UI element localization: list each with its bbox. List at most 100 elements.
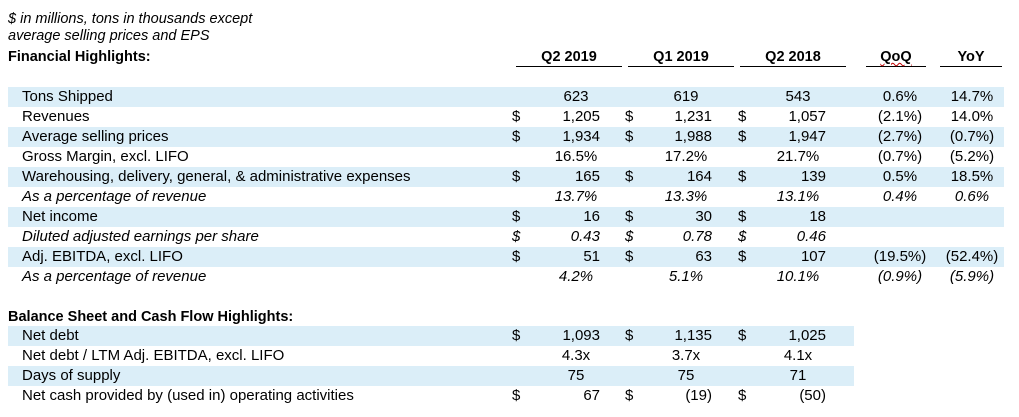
value-cell: 1,231 xyxy=(674,108,712,125)
financial-row: Warehousing, delivery, general, & admini… xyxy=(8,167,1004,187)
value-cell: 1,988 xyxy=(674,128,712,145)
value-cell: 139 xyxy=(800,168,826,185)
currency-symbol: $ xyxy=(512,327,521,344)
value-cell: 3.7x xyxy=(671,347,701,364)
financial-highlights-title: Financial Highlights: xyxy=(8,49,151,65)
qoq-cell: 0.4% xyxy=(882,188,918,205)
financial-row: Net income $16 $30 $18 xyxy=(8,207,1004,227)
row-label: Net income xyxy=(22,208,98,225)
value-cell: 71 xyxy=(789,367,807,384)
currency-symbol: $ xyxy=(512,108,521,125)
value-cell: 13.7% xyxy=(554,188,598,205)
row-label: Gross Margin, excl. LIFO xyxy=(22,148,189,165)
value-cell: 0.78 xyxy=(682,228,712,245)
row-label: Diluted adjusted earnings per share xyxy=(22,228,259,245)
row-label: Days of supply xyxy=(22,367,121,384)
balance-row: Net debt $1,093 $1,135 $1,025 xyxy=(8,326,854,346)
currency-symbol: $ xyxy=(625,208,634,225)
units-note-line2: average selling prices and EPS xyxy=(8,28,210,44)
balance-row: Net debt / LTM Adj. EBITDA, excl. LIFO 4.… xyxy=(8,346,854,366)
yoy-cell: 0.6% xyxy=(954,188,990,205)
currency-symbol: $ xyxy=(512,128,521,145)
financial-row: Adj. EBITDA, excl. LIFO $51 $63 $107 (19.5%)… xyxy=(8,247,1004,267)
value-cell: 16 xyxy=(583,208,600,225)
header-yoy: YoY xyxy=(940,48,1002,67)
value-cell: 623 xyxy=(563,88,589,105)
units-note-line1: $ in millions, tons in thousands except xyxy=(8,11,253,27)
financial-row: Average selling prices $1,934 $1,988 $1,947… xyxy=(8,127,1004,147)
yoy-cell: (5.2%) xyxy=(949,148,995,165)
value-cell: 1,093 xyxy=(562,327,600,344)
value-cell: 30 xyxy=(695,208,712,225)
value-cell: 63 xyxy=(695,248,712,265)
financial-row: Revenues $1,205 $1,231 $1,057 (2.1%) 14.0% xyxy=(8,107,1004,127)
qoq-cell: (2.7%) xyxy=(877,128,923,145)
currency-symbol: $ xyxy=(738,387,747,404)
currency-symbol: $ xyxy=(512,168,521,185)
yoy-cell: 14.0% xyxy=(950,108,994,125)
currency-symbol: $ xyxy=(625,168,634,185)
row-label: As a percentage of revenue xyxy=(22,268,207,285)
yoy-cell: (52.4%) xyxy=(945,248,999,265)
value-cell: 164 xyxy=(686,168,712,185)
row-label: Adj. EBITDA, excl. LIFO xyxy=(22,248,183,265)
yoy-cell: 14.7% xyxy=(950,88,994,105)
value-cell: 107 xyxy=(800,248,826,265)
balance-sheet-title: Balance Sheet and Cash Flow Highlights: xyxy=(8,309,294,325)
yoy-cell: (0.7%) xyxy=(949,128,995,145)
currency-symbol: $ xyxy=(625,128,634,145)
currency-symbol: $ xyxy=(738,128,747,145)
value-cell: 13.1% xyxy=(776,188,820,205)
currency-symbol: $ xyxy=(625,248,634,265)
value-cell: 1,025 xyxy=(788,327,826,344)
value-cell: 619 xyxy=(673,88,699,105)
currency-symbol: $ xyxy=(625,228,634,245)
value-cell: (19) xyxy=(685,387,712,404)
qoq-cell: 0.6% xyxy=(882,88,918,105)
value-cell: 67 xyxy=(583,387,600,404)
value-cell: 10.1% xyxy=(776,268,820,285)
value-cell: 13.3% xyxy=(664,188,708,205)
currency-symbol: $ xyxy=(738,327,747,344)
currency-symbol: $ xyxy=(738,228,747,245)
qoq-cell: 0.5% xyxy=(882,168,918,185)
value-cell: 51 xyxy=(583,248,600,265)
currency-symbol: $ xyxy=(512,228,521,245)
value-cell: 21.7% xyxy=(776,148,820,165)
value-cell: 17.2% xyxy=(664,148,708,165)
yoy-cell: (5.9%) xyxy=(949,268,995,285)
currency-symbol: $ xyxy=(738,248,747,265)
header-qoq-text: QoQ xyxy=(880,49,912,65)
qoq-cell: (19.5%) xyxy=(873,248,927,265)
value-cell: (50) xyxy=(799,387,826,404)
row-label: Average selling prices xyxy=(22,128,169,145)
row-label: Net cash provided by (used in) operating… xyxy=(22,387,354,404)
qoq-cell: (2.1%) xyxy=(877,108,923,125)
value-cell: 4.3x xyxy=(561,347,591,364)
qoq-cell: (0.7%) xyxy=(877,148,923,165)
currency-symbol: $ xyxy=(512,387,521,404)
row-label: Net debt / LTM Adj. EBITDA, excl. LIFO xyxy=(22,347,285,364)
financial-row: As a percentage of revenue 4.2% 5.1% 10.1% (… xyxy=(8,267,1004,287)
value-cell: 5.1% xyxy=(668,268,704,285)
value-cell: 1,057 xyxy=(788,108,826,125)
header-q2-2019: Q2 2019 xyxy=(516,48,622,67)
value-cell: 0.43 xyxy=(570,228,600,245)
row-label: Net debt xyxy=(22,327,79,344)
financial-row: Gross Margin, excl. LIFO 16.5% 17.2% 21.7% (… xyxy=(8,147,1004,167)
value-cell: 4.1x xyxy=(783,347,813,364)
financial-row: Diluted adjusted earnings per share $0.43… xyxy=(8,227,1004,247)
value-cell: 543 xyxy=(785,88,811,105)
value-cell: 18 xyxy=(809,208,826,225)
currency-symbol: $ xyxy=(738,168,747,185)
currency-symbol: $ xyxy=(625,387,634,404)
value-cell: 0.46 xyxy=(796,228,826,245)
yoy-cell: 18.5% xyxy=(950,168,994,185)
financial-row: Tons Shipped 623 619 543 0.6% 14.7% xyxy=(8,87,1004,107)
currency-symbol: $ xyxy=(738,108,747,125)
currency-symbol: $ xyxy=(512,248,521,265)
value-cell: 75 xyxy=(567,367,585,384)
balance-row: Net cash provided by (used in) operating… xyxy=(8,386,854,406)
row-label: Warehousing, delivery, general, & admini… xyxy=(22,168,411,185)
balance-row: Days of supply 75 75 71 xyxy=(8,366,854,386)
